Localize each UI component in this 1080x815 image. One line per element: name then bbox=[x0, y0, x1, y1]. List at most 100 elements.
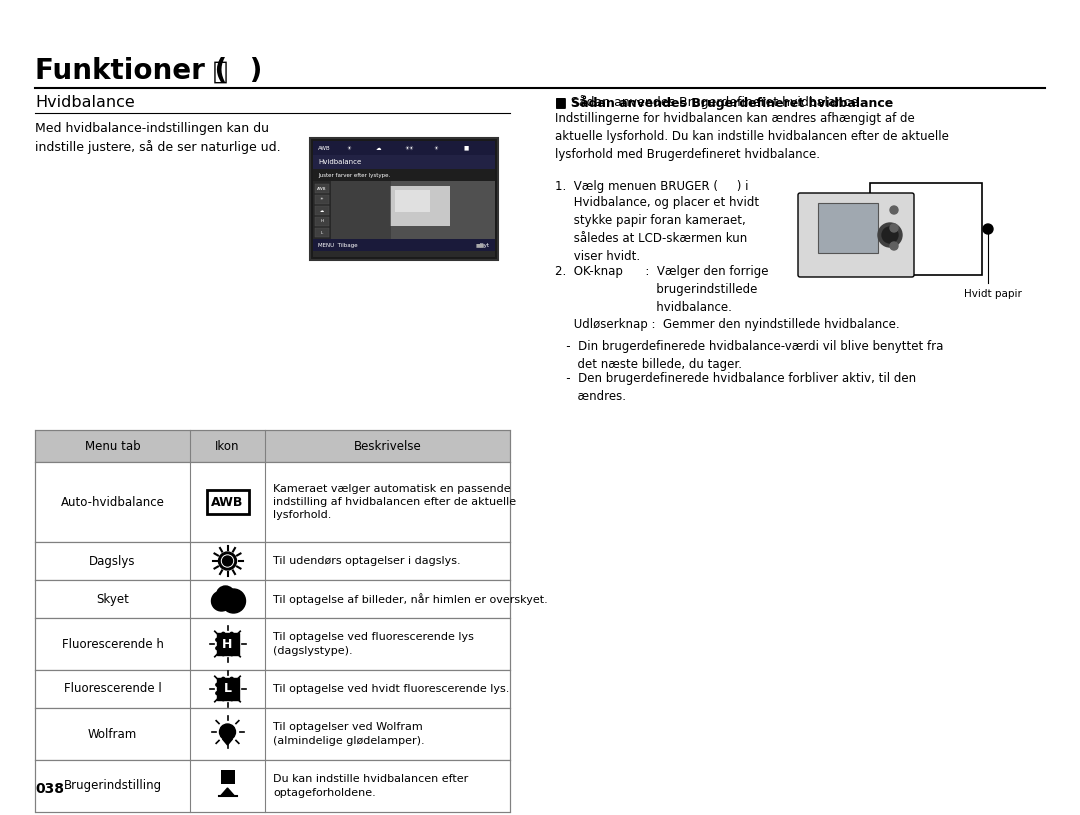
Text: L: L bbox=[321, 231, 323, 235]
Circle shape bbox=[222, 556, 232, 566]
Bar bbox=[35, 462, 510, 542]
Circle shape bbox=[216, 692, 219, 694]
Text: AWB: AWB bbox=[212, 496, 244, 509]
Text: ☀☀: ☀☀ bbox=[405, 146, 415, 151]
Text: ☁: ☁ bbox=[320, 209, 324, 213]
Text: Skyet: Skyet bbox=[96, 593, 129, 606]
Circle shape bbox=[219, 588, 232, 601]
Bar bbox=[313, 181, 330, 239]
Circle shape bbox=[890, 206, 897, 214]
Bar bbox=[310, 138, 498, 260]
Text: ☁: ☁ bbox=[376, 146, 381, 151]
Circle shape bbox=[216, 638, 219, 641]
Text: Brugerindstilling: Brugerindstilling bbox=[64, 779, 162, 792]
Circle shape bbox=[230, 632, 233, 636]
Text: Ikon: Ikon bbox=[215, 439, 240, 452]
Circle shape bbox=[219, 724, 235, 740]
Circle shape bbox=[221, 677, 225, 681]
Bar bbox=[313, 141, 495, 155]
Bar bbox=[35, 760, 510, 812]
Text: Udløserknap :  Gemmer den nyindstillede hvidbalance.: Udløserknap : Gemmer den nyindstillede h… bbox=[555, 318, 900, 331]
Text: Hvidbalance: Hvidbalance bbox=[318, 159, 361, 165]
Bar bbox=[818, 203, 878, 253]
Circle shape bbox=[237, 683, 239, 686]
Text: Kameraet vælger automatisk en passende
indstilling af hvidbalancen efter de aktu: Kameraet vælger automatisk en passende i… bbox=[273, 484, 516, 520]
Text: Til optagelse ved hvidt fluorescerende lys.: Til optagelse ved hvidt fluorescerende l… bbox=[273, 684, 510, 694]
Text: Wolfram: Wolfram bbox=[87, 728, 137, 741]
Text: Hvidt papir: Hvidt papir bbox=[964, 289, 1022, 299]
Bar bbox=[313, 169, 495, 181]
Text: Med hvidbalance-indstillingen kan du
indstille justere, så de ser naturlige ud.: Med hvidbalance-indstillingen kan du ind… bbox=[35, 122, 281, 155]
Circle shape bbox=[878, 223, 902, 247]
Circle shape bbox=[222, 590, 244, 612]
Bar bbox=[216, 633, 239, 655]
Text: ): ) bbox=[240, 57, 262, 85]
Text: Hvidbalance: Hvidbalance bbox=[35, 95, 135, 110]
Text: Du kan indstille hvidbalancen efter
optageforholdene.: Du kan indstille hvidbalancen efter opta… bbox=[273, 774, 469, 798]
Circle shape bbox=[216, 647, 219, 650]
Circle shape bbox=[882, 227, 897, 243]
Circle shape bbox=[218, 552, 237, 570]
Text: 038: 038 bbox=[35, 782, 64, 796]
FancyBboxPatch shape bbox=[798, 193, 914, 277]
Bar bbox=[313, 141, 495, 257]
Text: -  Din brugerdefinerede hvidbalance-værdi vil blive benyttet fra
      det næste: - Din brugerdefinerede hvidbalance-værdi… bbox=[555, 340, 943, 371]
Bar bbox=[313, 239, 495, 251]
Circle shape bbox=[221, 632, 225, 636]
Text: ☀: ☀ bbox=[347, 146, 352, 151]
Text: Beskrivelse: Beskrivelse bbox=[353, 439, 421, 452]
Circle shape bbox=[890, 242, 897, 250]
Text: H: H bbox=[321, 219, 324, 223]
Circle shape bbox=[217, 587, 233, 603]
Circle shape bbox=[221, 555, 233, 567]
Text: Til udendørs optagelser i dagslys.: Til udendørs optagelser i dagslys. bbox=[273, 556, 461, 566]
Bar bbox=[390, 186, 450, 226]
Bar bbox=[315, 206, 329, 215]
Text: Indstillingerne for hvidbalancen kan ændres afhængigt af de
aktuelle lysforhold.: Indstillingerne for hvidbalancen kan ænd… bbox=[555, 112, 949, 161]
Circle shape bbox=[215, 594, 229, 608]
Text: ■ Sådan anvendes Brugerdefineret hvidbalance: ■ Sådan anvendes Brugerdefineret hvidbal… bbox=[555, 95, 893, 109]
Bar bbox=[35, 670, 510, 708]
Polygon shape bbox=[220, 788, 234, 796]
Text: MENU  Tilbage: MENU Tilbage bbox=[318, 243, 357, 248]
Circle shape bbox=[221, 653, 225, 655]
Bar bbox=[870, 183, 982, 275]
Bar bbox=[315, 184, 329, 193]
Circle shape bbox=[230, 653, 233, 655]
Bar bbox=[315, 217, 329, 226]
Text: AWB: AWB bbox=[318, 187, 327, 191]
Text: Fluorescerende l: Fluorescerende l bbox=[64, 682, 161, 695]
Text: Auto-hvidbalance: Auto-hvidbalance bbox=[60, 496, 164, 509]
Circle shape bbox=[230, 677, 233, 681]
Text: ■■: ■■ bbox=[476, 243, 485, 248]
Circle shape bbox=[983, 224, 993, 234]
Text: ☀: ☀ bbox=[320, 197, 324, 201]
Circle shape bbox=[212, 591, 231, 611]
Text: ■ Sådan anvendes Brugerdefineret hvidbalance: ■ Sådan anvendes Brugerdefineret hvidbal… bbox=[555, 95, 859, 109]
Text: 2.  OK-knap      :  Vælger den forrige
                           brugerindstill: 2. OK-knap : Vælger den forrige brugerin… bbox=[555, 265, 769, 314]
Text: Flyt: Flyt bbox=[480, 243, 490, 248]
Text: Dagslys: Dagslys bbox=[90, 554, 136, 567]
Bar bbox=[220, 770, 234, 784]
Text: AWB: AWB bbox=[318, 146, 330, 151]
Circle shape bbox=[237, 638, 239, 641]
Circle shape bbox=[237, 647, 239, 650]
Text: 1.  Vælg menuen BRUGER (     ) i: 1. Vælg menuen BRUGER ( ) i bbox=[555, 180, 748, 193]
Bar bbox=[395, 190, 430, 212]
Text: -  Den brugerdefinerede hvidbalance forbliver aktiv, til den
      ændres.: - Den brugerdefinerede hvidbalance forbl… bbox=[555, 372, 916, 403]
Text: Menu tab: Menu tab bbox=[84, 439, 140, 452]
Text: Til optagelse af billeder, når himlen er overskyet.: Til optagelse af billeder, når himlen er… bbox=[273, 593, 548, 605]
Text: Hvidbalance, og placer et hvidt
     stykke papir foran kameraet,
     således a: Hvidbalance, og placer et hvidt stykke p… bbox=[555, 196, 759, 263]
Bar bbox=[315, 195, 329, 204]
Circle shape bbox=[890, 224, 897, 232]
Text: Ⓠ: Ⓠ bbox=[213, 60, 228, 84]
Text: ■: ■ bbox=[463, 146, 469, 151]
Text: Til optagelse ved fluorescerende lys
(dagslystype).: Til optagelse ved fluorescerende lys (da… bbox=[273, 632, 474, 655]
Circle shape bbox=[216, 683, 219, 686]
Circle shape bbox=[221, 698, 225, 701]
Bar bbox=[313, 155, 495, 169]
Circle shape bbox=[225, 592, 243, 610]
Circle shape bbox=[213, 592, 230, 610]
Circle shape bbox=[221, 589, 245, 613]
Bar bbox=[313, 181, 391, 239]
